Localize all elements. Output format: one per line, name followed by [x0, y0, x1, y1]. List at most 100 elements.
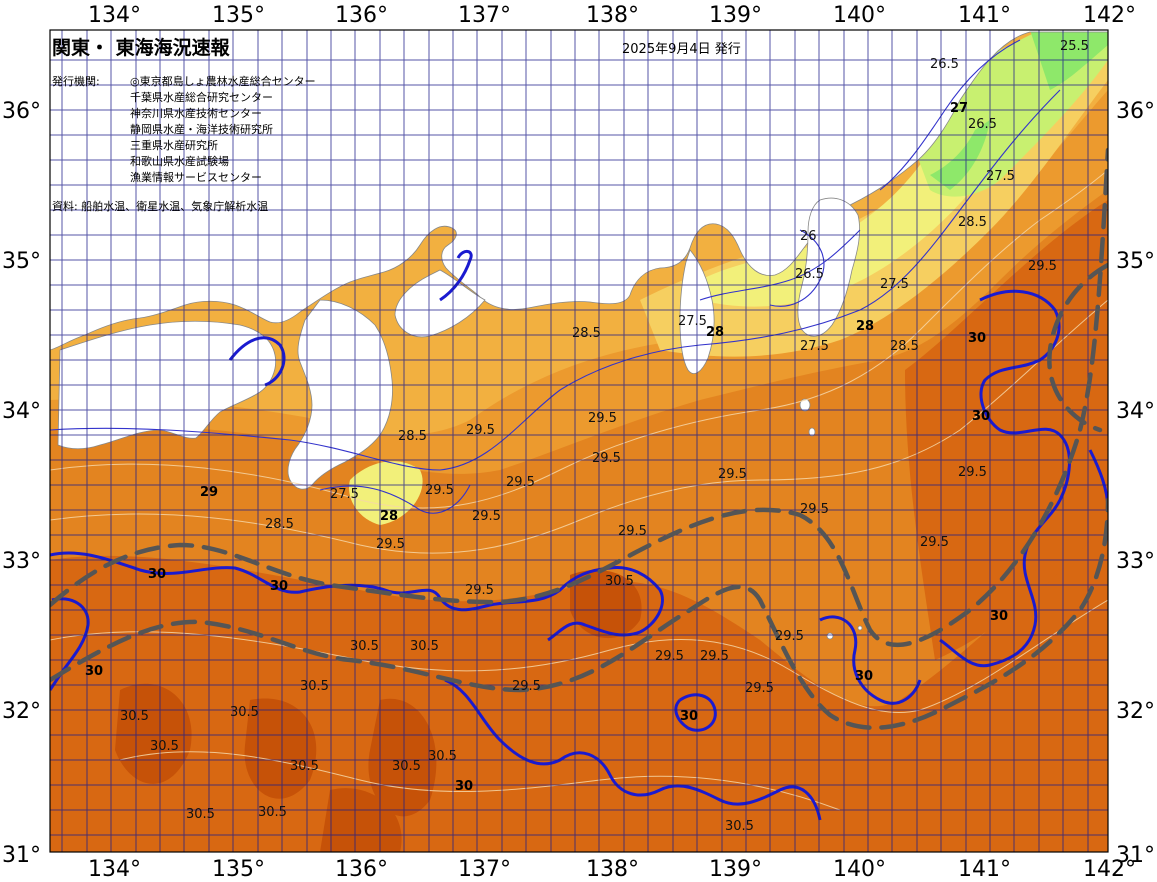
isotherm-label: 30.5 [300, 679, 329, 694]
kuroshio-axis [50, 147, 1108, 730]
lon-tick-label: 139° [709, 857, 762, 882]
organization-item: 静岡県水産・海洋技術研究所 [130, 123, 273, 136]
lat-tick-label: 35° [2, 249, 41, 274]
isotherm-label: 30 [270, 579, 288, 594]
isotherm-label: 29.5 [745, 681, 774, 696]
lat-tick-label: 33° [1116, 549, 1155, 574]
isotherm-label: 30.5 [410, 639, 439, 654]
isotherm-label: 30 [972, 409, 990, 424]
isotherm-label: 28 [380, 509, 398, 524]
isotherm-label: 29.5 [1028, 259, 1057, 274]
organization-item: ◎東京都島しょ農林水産総合センター [130, 75, 316, 88]
lat-tick-label: 36° [1116, 99, 1155, 124]
lon-tick-label: 142° [1083, 3, 1136, 28]
isotherm-label: 29.5 [655, 649, 684, 664]
organization-item: 和歌山県水産試験場 [130, 155, 229, 168]
lat-tick-label: 31° [1116, 843, 1155, 868]
lat-tick-label: 34° [1116, 399, 1155, 424]
isotherm-label: 29.5 [512, 679, 541, 694]
lon-tick-label: 136° [335, 857, 388, 882]
isotherm-label: 30.5 [230, 705, 259, 720]
longitude-ticks-top: 134° 135° 136° 137° 138° 139° 140° 141° … [88, 3, 1136, 28]
lon-tick-label: 134° [88, 857, 141, 882]
lon-tick-label: 141° [958, 3, 1011, 28]
isotherm-label: 29.5 [700, 649, 729, 664]
organization-item: 三重県水産研究所 [130, 139, 218, 152]
issue-date: 2025年9月4日 発行 [622, 42, 741, 57]
organization-item: 漁業情報サービスセンター [130, 171, 262, 184]
organization-item: 千葉県水産総合研究センター [130, 91, 273, 104]
isotherm-label: 29 [200, 485, 218, 500]
isotherm-label: 30.5 [150, 739, 179, 754]
lat-tick-label: 32° [2, 699, 41, 724]
isotherm-label: 28.5 [398, 429, 427, 444]
isotherm-label: 30.5 [725, 819, 754, 834]
isotherm-label: 29.5 [465, 583, 494, 598]
lon-tick-label: 142° [1083, 857, 1136, 882]
isotherm-label: 29.5 [800, 502, 829, 517]
isotherm-label: 29.5 [506, 475, 535, 490]
isotherm-label: 30.5 [605, 574, 634, 589]
isotherm-label: 30 [148, 567, 166, 582]
isotherm-label: 30.5 [186, 807, 215, 822]
lat-tick-label: 31° [2, 843, 41, 868]
isotherm-label: 29.5 [920, 535, 949, 550]
isotherm-label: 28.5 [958, 215, 987, 230]
lon-tick-label: 138° [586, 3, 639, 28]
organization-item: 神奈川県水産技術センター [130, 107, 262, 120]
isotherm-label: 29.5 [425, 483, 454, 498]
lon-tick-label: 139° [709, 3, 762, 28]
isotherm-label: 30.5 [428, 749, 457, 764]
isotherm-label: 30.5 [290, 759, 319, 774]
isotherm-label: 26.5 [968, 117, 997, 132]
data-source: 資料: 船舶水温、衛星水温、気象庁解析水温 [52, 200, 269, 213]
isotherm-label: 29.5 [472, 509, 501, 524]
isotherm-label: 27.5 [800, 339, 829, 354]
lon-tick-label: 140° [833, 857, 886, 882]
lon-tick-label: 135° [212, 857, 265, 882]
map-frame [49, 29, 1109, 853]
isotherm-label: 30.5 [350, 639, 379, 654]
grid-lines [50, 30, 1108, 852]
isotherm-label: 26 [800, 229, 817, 244]
isotherm-label: 30 [990, 609, 1008, 624]
isotherm-label: 27.5 [330, 487, 359, 502]
isotherm-label: 30.5 [120, 709, 149, 724]
isotherm-label: 30 [680, 709, 698, 724]
lat-tick-label: 33° [2, 549, 41, 574]
isotherm-label: 29.5 [618, 524, 647, 539]
isotherm-label: 28 [856, 319, 874, 334]
isotherm-label: 29.5 [775, 629, 804, 644]
lon-tick-label: 138° [586, 857, 639, 882]
lat-tick-label: 34° [2, 399, 41, 424]
lat-tick-label: 36° [2, 99, 41, 124]
isotherm-label: 30 [855, 669, 873, 684]
isotherm-label: 29.5 [376, 537, 405, 552]
isotherm-label: 27.5 [678, 314, 707, 329]
isotherm-label: 29.5 [592, 451, 621, 466]
isotherm-label: 26.5 [795, 267, 824, 282]
isotherm-label: 28 [706, 325, 724, 340]
isotherm-label: 29.5 [588, 411, 617, 426]
lon-tick-label: 137° [458, 3, 511, 28]
lon-tick-label: 141° [958, 857, 1011, 882]
latitude-ticks-right: 36° 35° 34° 33° 32° 31° [1116, 99, 1155, 868]
isotherm-label: 28.5 [572, 326, 601, 341]
isotherm-label: 30 [85, 664, 103, 679]
lon-tick-label: 134° [88, 3, 141, 28]
isotherm-label: 28.5 [890, 339, 919, 354]
isotherm-label: 29.5 [958, 465, 987, 480]
isotherm-label: 29.5 [466, 423, 495, 438]
map-title: 関東・ 東海海況速報 [52, 37, 230, 59]
isotherm-label: 27.5 [880, 277, 909, 292]
isotherm-label: 26.5 [930, 57, 959, 72]
isotherm-label: 27.5 [986, 169, 1015, 184]
latitude-ticks-left: 36° 35° 34° 33° 32° 31° [2, 99, 41, 868]
isotherm-labels: 29 29.5 29.5 29.5 29.5 29.5 29.5 29.5 29… [85, 39, 1089, 834]
isotherm-label: 30.5 [258, 805, 287, 820]
organizations-label: 発行機関: [52, 75, 100, 88]
lon-tick-label: 135° [212, 3, 265, 28]
longitude-ticks-bottom: 134° 135° 136° 137° 138° 139° 140° 141° … [88, 857, 1136, 882]
lon-tick-label: 137° [458, 857, 511, 882]
